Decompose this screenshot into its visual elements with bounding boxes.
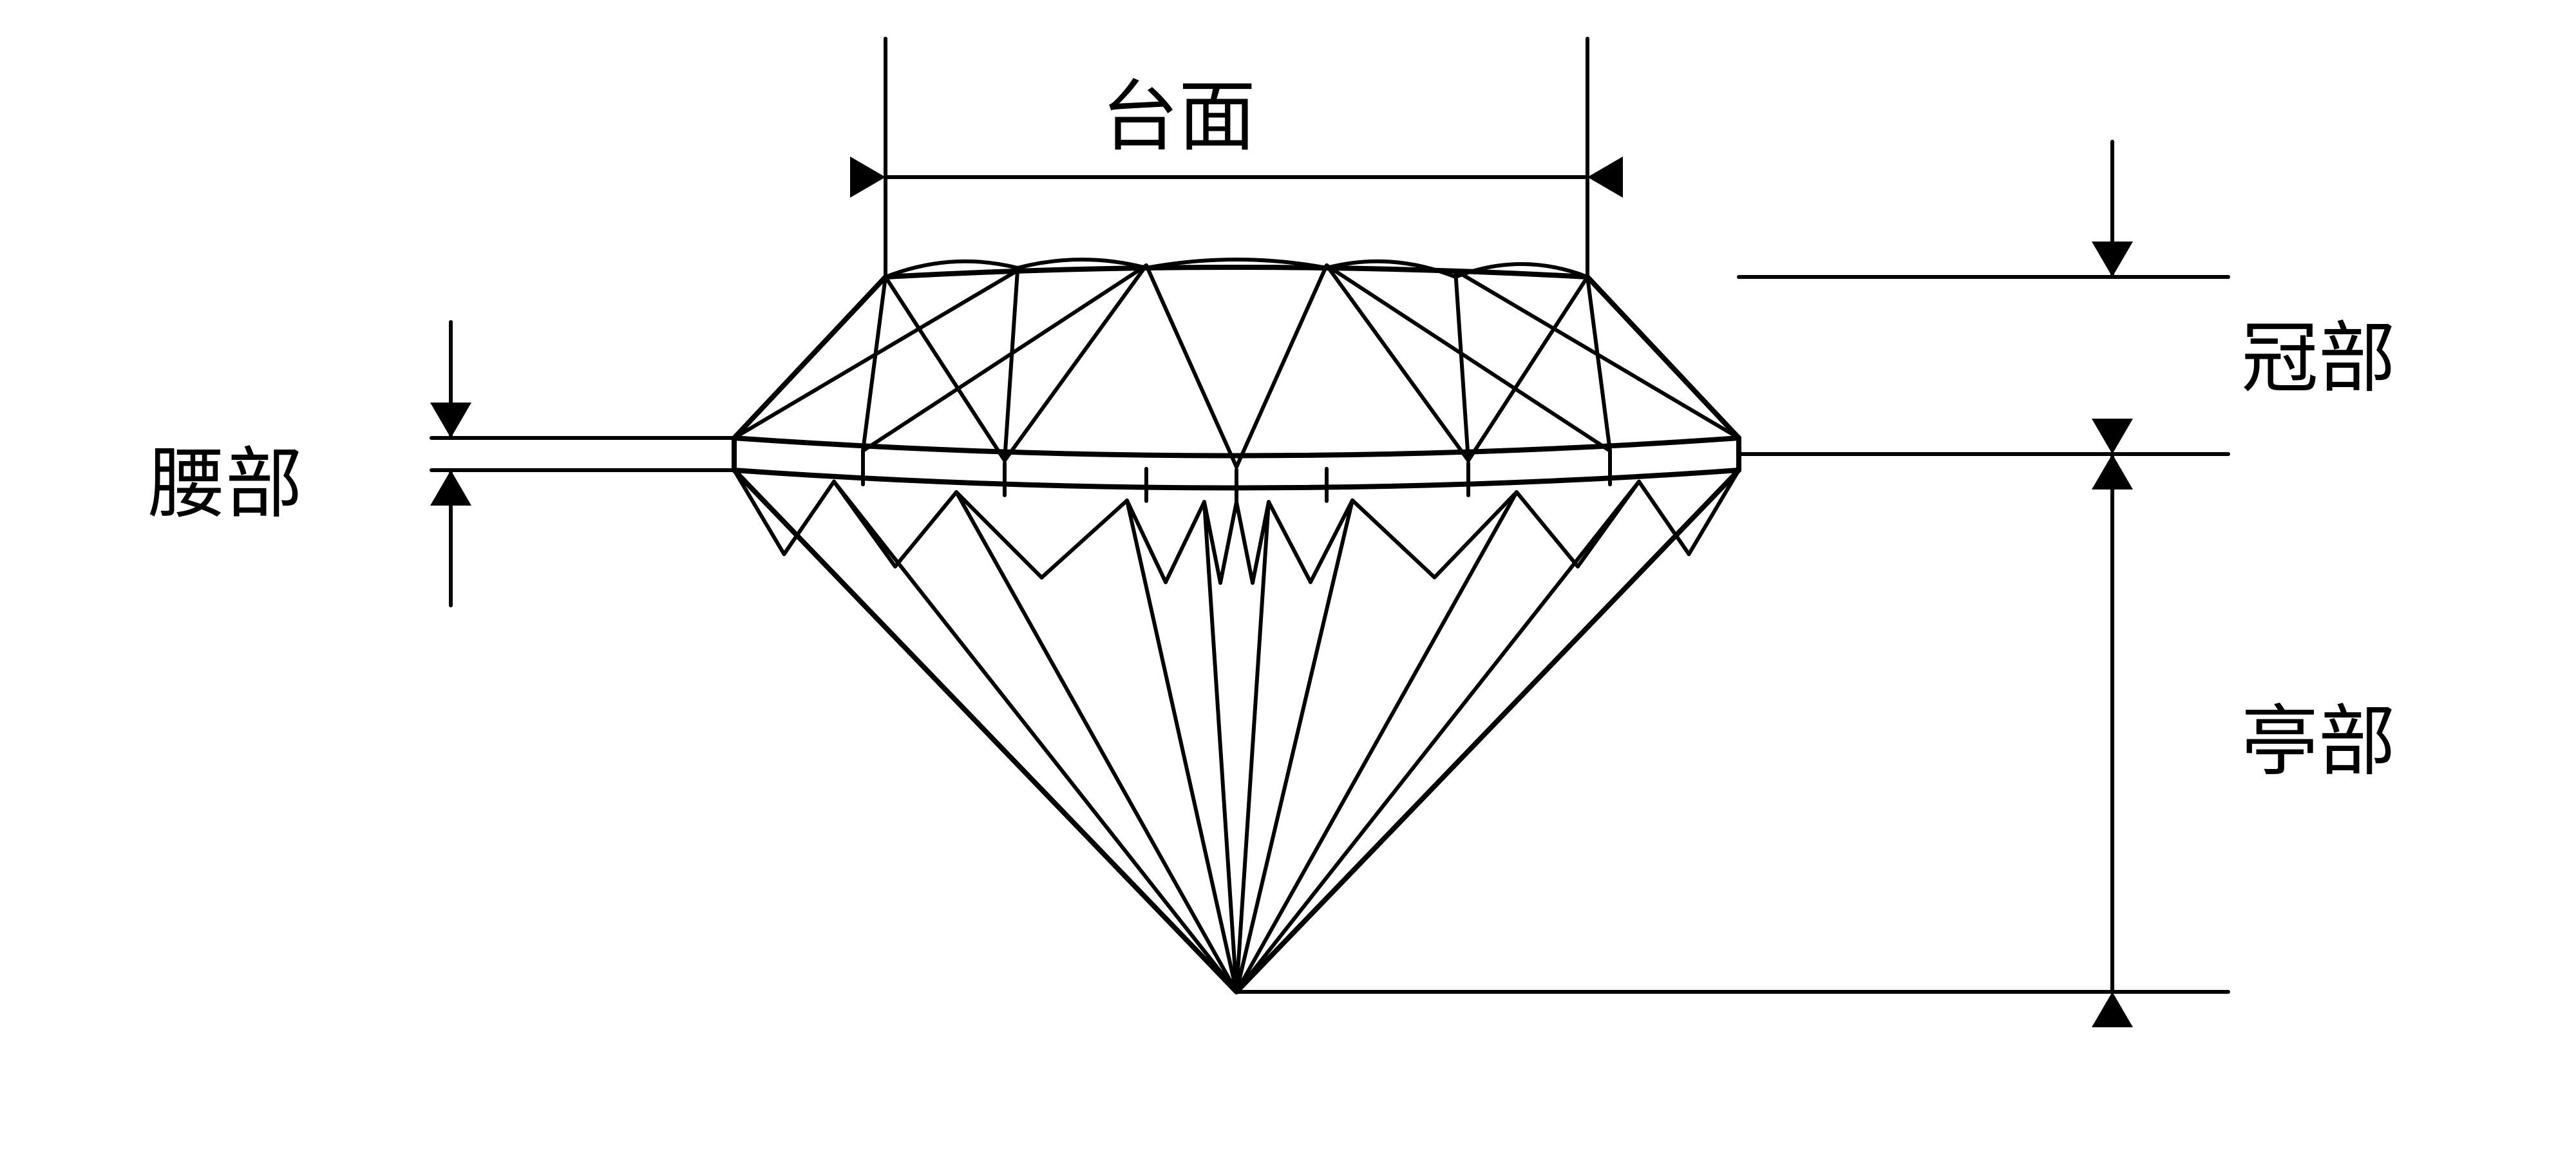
label-girdle: 腰部 — [148, 421, 303, 533]
label-crown: 冠部 — [2241, 296, 2396, 408]
diamond-anatomy-diagram: 台面冠部腰部亭部 — [0, 0, 2576, 1149]
label-pavilion: 亭部 — [2241, 679, 2396, 791]
diamond-shape — [734, 260, 1739, 992]
diagram-container: 台面冠部腰部亭部 — [0, 0, 2576, 1149]
labels-group: 台面冠部腰部亭部 — [148, 54, 2396, 791]
label-table: 台面 — [1101, 54, 1256, 166]
dimension-lines — [430, 39, 2228, 1027]
